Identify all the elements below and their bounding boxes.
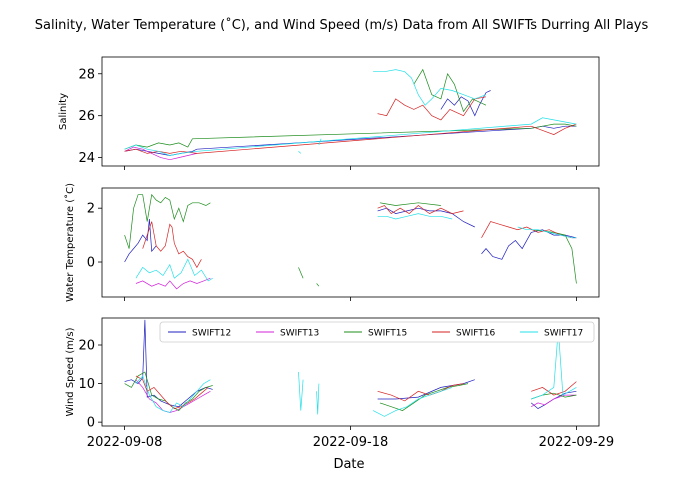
series-line-swift16	[142, 221, 202, 269]
water-temperature-y-axis-label: Water Temperature (˚C)	[64, 183, 76, 302]
series-line-swift12	[481, 229, 577, 260]
series-line-swift12	[124, 218, 157, 263]
series-line-swift13	[135, 379, 211, 413]
legend-label-swift15: SWIFT15	[368, 329, 407, 339]
legend-label-swift12: SWIFT12	[192, 329, 231, 339]
legend-label-swift17: SWIFT17	[544, 329, 583, 339]
series-line-swift17	[298, 371, 304, 411]
series-line-swift15	[379, 383, 469, 411]
water-temperature-lines	[124, 193, 577, 290]
salinity-y-axis-label: Salinity	[58, 93, 69, 130]
chart-title: Salinity, Water Temperature (˚C), and Wi…	[35, 17, 649, 33]
series-line-swift12	[440, 90, 491, 117]
series-line-swift15	[124, 193, 211, 249]
series-line-swift17	[318, 138, 322, 146]
y-tick-label: 0	[87, 256, 95, 271]
y-tick-label: 26	[78, 109, 95, 124]
y-tick-label: 24	[78, 151, 95, 166]
y-tick-label: 28	[78, 67, 95, 82]
series-line-swift12	[377, 379, 475, 400]
x-axis-label: Date	[333, 457, 364, 472]
series-line-swift17	[135, 375, 211, 413]
water-temperature-panel: 0 2 Water Temperature (˚C)	[64, 183, 600, 302]
series-line-swift16	[377, 96, 487, 121]
series-line-swift15	[413, 68, 487, 113]
legend-label-swift16: SWIFT16	[456, 329, 496, 339]
series-line-swift16	[377, 383, 464, 402]
series-line-swift17	[372, 387, 453, 417]
salinity-frame	[101, 56, 600, 167]
series-line-swift16	[377, 205, 464, 215]
legend-box	[159, 321, 595, 343]
series-line-swift17	[124, 117, 577, 156]
wind-speed-lines	[124, 319, 577, 417]
x-axis-ticks: 2022-09-08 2022-09-18 2022-09-29	[87, 435, 614, 450]
salinity-panel: 24 26 28 Salinity	[58, 56, 600, 170]
series-line-swift15	[379, 202, 441, 206]
series-line-swift13	[135, 277, 211, 290]
series-line-swift15	[298, 267, 304, 279]
series-line-swift13	[531, 394, 577, 408]
x-tick-label: 2022-09-29	[539, 435, 615, 450]
series-line-swift13	[124, 146, 197, 161]
y-tick-label: 2	[87, 202, 95, 217]
series-line-swift17	[316, 383, 320, 415]
wind-speed-y-axis-label: Wind Speed (m/s)	[65, 327, 76, 416]
x-tick-label: 2022-09-18	[313, 435, 389, 450]
x-tick-label: 2022-09-08	[87, 435, 163, 450]
water-temperature-frame	[101, 187, 600, 298]
series-line-swift17	[517, 226, 577, 239]
y-tick-label: 10	[78, 377, 95, 392]
legend-label-swift13: SWIFT13	[280, 329, 319, 339]
y-tick-label: 0	[87, 416, 95, 431]
series-line-swift17	[373, 69, 487, 106]
series-line-swift15	[124, 123, 577, 150]
series-line-swift17	[377, 213, 453, 220]
series-line-swift17	[135, 258, 213, 282]
salinity-lines	[124, 68, 577, 161]
series-line-swift17	[298, 151, 302, 154]
y-tick-label: 20	[78, 339, 95, 354]
series-line-swift16	[135, 375, 209, 409]
series-line-swift15	[316, 283, 320, 287]
series-line-swift16	[531, 381, 577, 396]
legend: SWIFT12 SWIFT13 SWIFT15 SWIFT16 SWIFT17	[159, 321, 595, 343]
